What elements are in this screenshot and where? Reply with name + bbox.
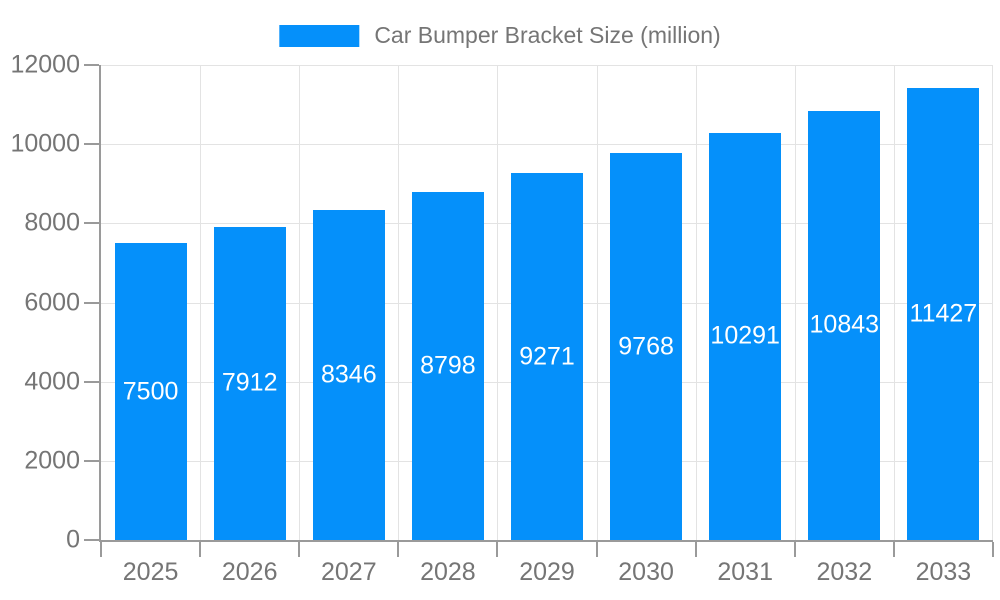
bar-2030: 9768 xyxy=(610,153,683,540)
bar-value-label: 7912 xyxy=(221,368,278,397)
bar-value-label: 11427 xyxy=(909,299,978,328)
y-axis-line xyxy=(99,65,101,542)
y-tick-mark xyxy=(84,301,99,304)
h-gridline xyxy=(101,65,993,66)
x-tick-mark xyxy=(100,542,102,557)
x-axis-line xyxy=(99,540,993,542)
x-tick-mark xyxy=(892,542,895,557)
y-tick-label: 10000 xyxy=(10,129,80,158)
y-tick-mark xyxy=(84,222,99,225)
bar-2031: 10291 xyxy=(709,132,782,540)
v-gridline xyxy=(992,65,993,540)
legend-swatch xyxy=(279,24,360,47)
y-tick-mark xyxy=(84,459,99,462)
bar-2029: 9271 xyxy=(511,173,583,540)
y-tick-mark xyxy=(84,143,99,146)
x-tick-label: 2027 xyxy=(320,558,377,586)
x-tick-label: 2029 xyxy=(519,558,575,586)
bar-value-label: 9768 xyxy=(618,332,674,361)
bar-2028: 8798 xyxy=(411,191,484,540)
x-tick-label: 2028 xyxy=(420,558,476,586)
v-gridline xyxy=(597,65,598,540)
y-tick-mark xyxy=(84,539,99,541)
y-tick-label: 0 xyxy=(66,525,80,554)
legend-label: Car Bumper Bracket Size (million) xyxy=(374,22,721,48)
bar-value-label: 8346 xyxy=(320,360,377,389)
plot-area: 7500 7912 8346 8798 9271 9768 10291 10843 11427 xyxy=(101,65,993,540)
bar-value-label: 10291 xyxy=(710,321,780,350)
y-tick-label: 4000 xyxy=(24,367,80,396)
v-gridline xyxy=(795,65,796,540)
x-tick-label: 2033 xyxy=(915,558,972,586)
v-gridline xyxy=(497,65,498,540)
x-tick-mark xyxy=(992,542,994,557)
x-tick-mark xyxy=(595,542,598,557)
y-tick-mark xyxy=(84,64,99,66)
v-gridline xyxy=(398,65,399,540)
bar-value-label: 7500 xyxy=(122,377,179,406)
bar-value-label: 10843 xyxy=(809,310,880,339)
bar-2027: 8346 xyxy=(312,209,385,540)
v-gridline xyxy=(200,65,201,540)
x-tick-mark xyxy=(298,542,301,557)
x-tick-mark xyxy=(496,542,499,557)
bar-value-label: 8798 xyxy=(420,351,476,380)
v-gridline xyxy=(696,65,697,540)
y-tick-label: 12000 xyxy=(10,50,80,79)
legend[interactable]: Car Bumper Bracket Size (million) xyxy=(279,22,721,49)
x-tick-mark xyxy=(694,542,697,557)
y-tick-label: 2000 xyxy=(24,446,80,475)
x-tick-label: 2025 xyxy=(122,558,179,586)
x-tick-mark xyxy=(199,542,202,557)
x-tick-label: 2031 xyxy=(717,558,773,586)
bar-2026: 7912 xyxy=(213,226,286,540)
bar-2032: 10843 xyxy=(808,110,881,540)
y-tick-label: 8000 xyxy=(24,208,80,237)
x-tick-label: 2026 xyxy=(221,558,278,586)
y-tick-mark xyxy=(84,380,99,383)
y-tick-label: 6000 xyxy=(24,288,80,316)
bar-2033: 11427 xyxy=(907,87,980,540)
bar-2025: 7500 xyxy=(114,243,187,540)
x-tick-label: 2032 xyxy=(816,558,873,586)
v-gridline xyxy=(894,65,895,540)
x-tick-mark xyxy=(397,542,400,557)
bar-value-label: 9271 xyxy=(519,342,575,370)
x-tick-mark xyxy=(793,542,796,557)
v-gridline xyxy=(299,65,300,540)
x-tick-label: 2030 xyxy=(618,558,674,586)
h-gridline xyxy=(101,144,993,146)
